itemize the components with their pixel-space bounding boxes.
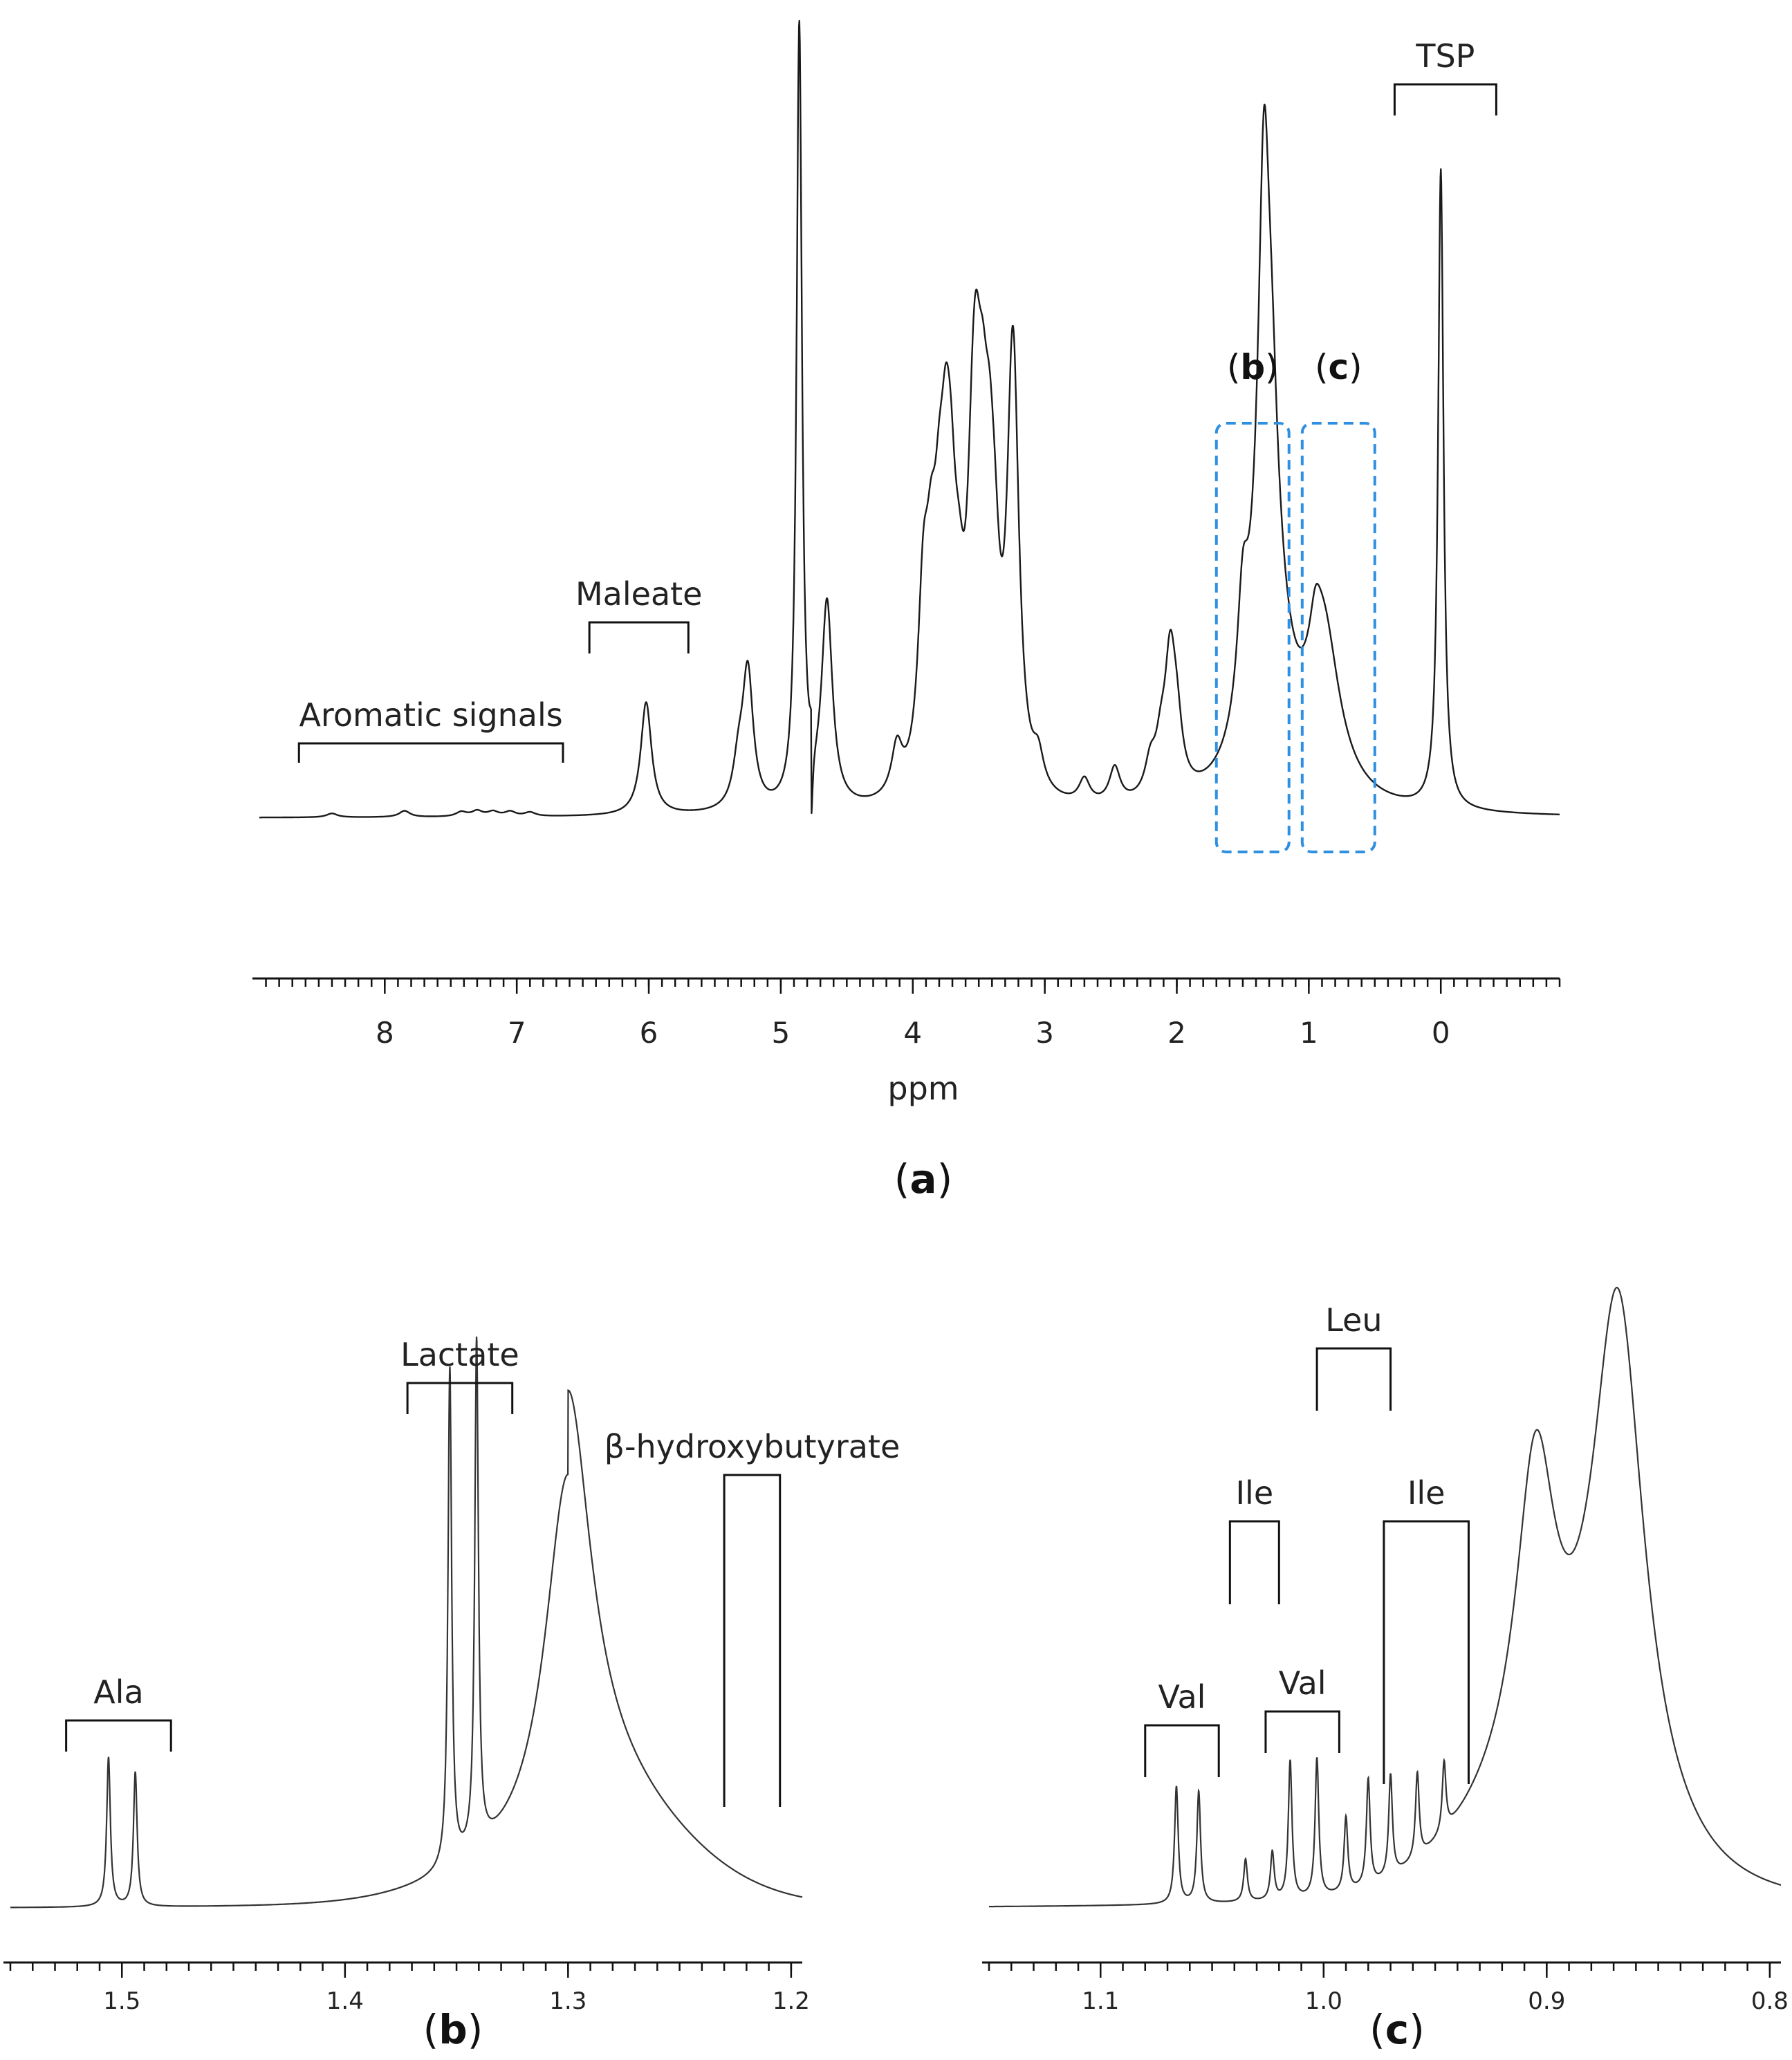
tick-label: 1.2	[773, 1987, 810, 2015]
panel-b-annotations: Ala Lactate β-hydroxybutyrate	[65, 1336, 900, 1807]
zoom-region-label: (b)	[1227, 347, 1279, 387]
tick-label: 7	[508, 1016, 526, 1050]
panel-c-annotations: Val Ile Val Leu Ile	[1144, 1301, 1470, 1784]
tick-label: 1	[1300, 1016, 1318, 1050]
annotation-label: Aromatic signals	[299, 696, 562, 734]
panel-c-label: (c)	[1369, 2006, 1425, 2053]
tick-label: 5	[772, 1016, 791, 1050]
annotation-bracket	[723, 1474, 782, 1807]
annotation-label: Lactate	[400, 1336, 519, 1373]
tick-label: 1.1	[1082, 1987, 1119, 2015]
panel-a-spectrum-trace	[259, 19, 1560, 819]
annotation-bracket	[1383, 1520, 1470, 1784]
annotation-label: Ile	[1235, 1474, 1273, 1512]
panel-a-annotations: Aromatic signals Maleate TSP	[297, 37, 1497, 763]
panel-b-label: (b)	[423, 2006, 483, 2053]
tick-label: 2	[1167, 1016, 1186, 1050]
tick-label: 0.8	[1751, 1987, 1789, 2015]
annotation-bracket	[297, 742, 564, 763]
annotation-bracket	[406, 1382, 514, 1414]
panel-c-x-axis: 1.1 1.0 0.9 0.8	[982, 1961, 1789, 2015]
annotation-bracket	[1264, 1710, 1340, 1753]
annotation-bracket	[65, 1719, 172, 1752]
panel-b-x-axis: 1.5 1.4 1.3 1.2	[3, 1961, 810, 2015]
annotation-label: Leu	[1325, 1301, 1382, 1339]
panel-a-x-axis-title: ppm	[887, 1070, 959, 1107]
panel-a-x-axis: 8 7 6 5 4 3 2 1 0	[252, 977, 1561, 1050]
annotation-label: TSP	[1415, 37, 1475, 75]
annotation-bracket	[1228, 1520, 1280, 1604]
tick-label: 1.4	[326, 1987, 364, 2015]
annotation-bracket	[1393, 83, 1497, 115]
tick-label: 3	[1035, 1016, 1054, 1050]
tick-label: 4	[903, 1016, 922, 1050]
panel-a-label: (a)	[894, 1156, 952, 1203]
tick-label: 1.3	[549, 1987, 586, 2015]
annotation-label: Val	[1279, 1664, 1327, 1702]
tick-label: 1.5	[103, 1987, 140, 2015]
annotation-bracket	[1144, 1724, 1220, 1777]
annotation-label: β-hydroxybutyrate	[604, 1428, 900, 1465]
annotation-label: Val	[1158, 1678, 1206, 1716]
annotation-bracket	[588, 621, 690, 653]
annotation-bracket	[1315, 1347, 1392, 1411]
zoom-regions: (b) (c)	[1214, 347, 1376, 853]
tick-label: 6	[640, 1016, 658, 1050]
tick-label: 1.0	[1305, 1987, 1342, 2015]
panel-c-spectrum-trace	[989, 1286, 1782, 1908]
annotation-label: Ala	[93, 1673, 143, 1711]
panel-c-spectrum: Val Ile Val Leu Ile 1.1 1.0 0.9 0.8 (c)	[982, 1286, 1789, 2053]
panel-b-spectrum: Ala Lactate β-hydroxybutyrate 1.5 1.4 1.3 1.2…	[3, 1336, 900, 2053]
tick-label: 0	[1432, 1016, 1450, 1050]
tick-label: 0.9	[1528, 1987, 1565, 2015]
panel-b-spectrum-trace	[10, 1336, 803, 1909]
panel-a-spectrum: (b) (c) Aromatic signals Maleate TSP 8 7 6 5 4 3…	[252, 19, 1561, 1203]
zoom-region-label: (c)	[1315, 347, 1363, 387]
annotation-label: Maleate	[575, 575, 702, 613]
zoom-region-box	[1214, 422, 1291, 853]
zoom-region-box	[1300, 422, 1376, 853]
tick-label: 8	[376, 1016, 394, 1050]
annotation-label: Ile	[1407, 1474, 1445, 1512]
